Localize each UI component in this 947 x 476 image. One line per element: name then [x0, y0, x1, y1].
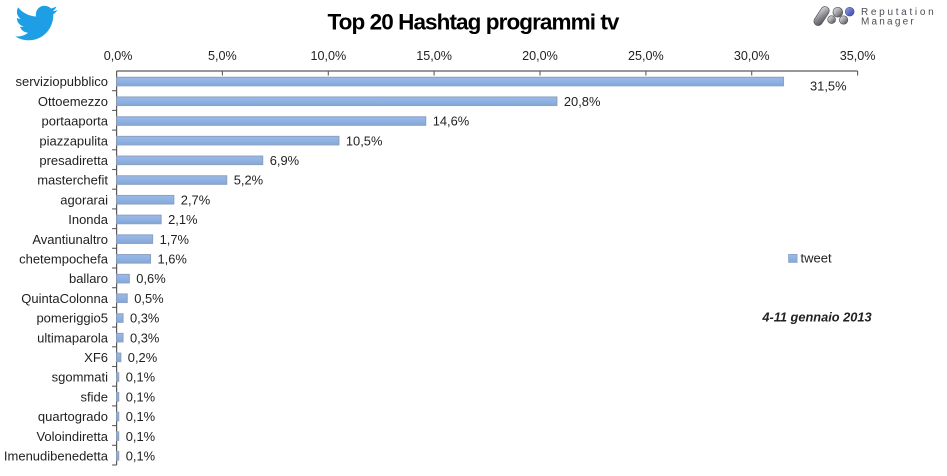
svg-text:quartogrado: quartogrado	[38, 409, 108, 424]
svg-text:Ottoemezzo: Ottoemezzo	[38, 94, 108, 109]
svg-text:0,6%: 0,6%	[136, 271, 165, 286]
svg-text:0,1%: 0,1%	[126, 429, 155, 444]
svg-text:1,7%: 1,7%	[160, 232, 189, 247]
svg-text:Inonda: Inonda	[68, 212, 109, 227]
svg-text:Imenudibenedetta: Imenudibenedetta	[4, 449, 109, 464]
svg-text:tweet: tweet	[801, 251, 832, 266]
svg-text:5,0%: 5,0%	[208, 49, 237, 63]
svg-text:chetempochefa: chetempochefa	[19, 252, 109, 267]
svg-text:14,6%: 14,6%	[433, 114, 470, 129]
svg-text:sgommati: sgommati	[52, 370, 108, 385]
svg-text:2,1%: 2,1%	[168, 212, 197, 227]
svg-text:sfide: sfide	[81, 389, 108, 404]
svg-text:5,2%: 5,2%	[234, 173, 263, 188]
svg-text:10,5%: 10,5%	[346, 133, 383, 148]
svg-text:masterchefit: masterchefit	[37, 173, 108, 188]
svg-text:15,0%: 15,0%	[416, 49, 452, 63]
svg-text:25,0%: 25,0%	[628, 49, 664, 63]
svg-text:Manager: Manager	[861, 17, 916, 28]
svg-text:piazzapulita: piazzapulita	[39, 133, 108, 148]
svg-text:serviziopubblico: serviziopubblico	[16, 74, 109, 89]
svg-text:20,8%: 20,8%	[564, 94, 601, 109]
svg-text:0,3%: 0,3%	[130, 311, 159, 326]
svg-text:ultimaparola: ultimaparola	[37, 330, 109, 345]
svg-text:0,2%: 0,2%	[128, 350, 157, 365]
svg-text:35,0%: 35,0%	[840, 49, 876, 63]
svg-text:20,0%: 20,0%	[522, 49, 558, 63]
svg-text:presadiretta: presadiretta	[39, 153, 108, 168]
svg-text:31,5%: 31,5%	[810, 78, 847, 93]
svg-text:XF6: XF6	[84, 350, 108, 365]
svg-text:0,3%: 0,3%	[130, 330, 159, 345]
svg-text:QuintaColonna: QuintaColonna	[21, 291, 108, 306]
svg-text:0,5%: 0,5%	[134, 291, 163, 306]
svg-text:portaaporta: portaaporta	[42, 114, 109, 129]
svg-text:6,9%: 6,9%	[270, 153, 299, 168]
svg-text:pomeriggio5: pomeriggio5	[36, 311, 108, 326]
svg-text:0,1%: 0,1%	[126, 409, 155, 424]
svg-text:2,7%: 2,7%	[181, 192, 210, 207]
svg-text:Voloindiretta: Voloindiretta	[36, 429, 108, 444]
svg-text:0,1%: 0,1%	[126, 370, 155, 385]
svg-text:0,1%: 0,1%	[126, 449, 155, 464]
svg-text:0,1%: 0,1%	[126, 389, 155, 404]
svg-text:Avantiunaltro: Avantiunaltro	[32, 232, 108, 247]
svg-text:ballaro: ballaro	[69, 271, 108, 286]
svg-text:10,0%: 10,0%	[310, 49, 346, 63]
svg-text:Top 20 Hashtag programmi tv: Top 20 Hashtag programmi tv	[327, 10, 619, 35]
svg-text:30,0%: 30,0%	[734, 49, 770, 63]
svg-text:0,0%: 0,0%	[104, 49, 133, 63]
svg-text:Reputation: Reputation	[861, 7, 936, 18]
svg-text:agorarai: agorarai	[60, 192, 108, 207]
svg-text:4-11 gennaio 2013: 4-11 gennaio 2013	[761, 310, 871, 325]
svg-text:1,6%: 1,6%	[158, 252, 187, 267]
